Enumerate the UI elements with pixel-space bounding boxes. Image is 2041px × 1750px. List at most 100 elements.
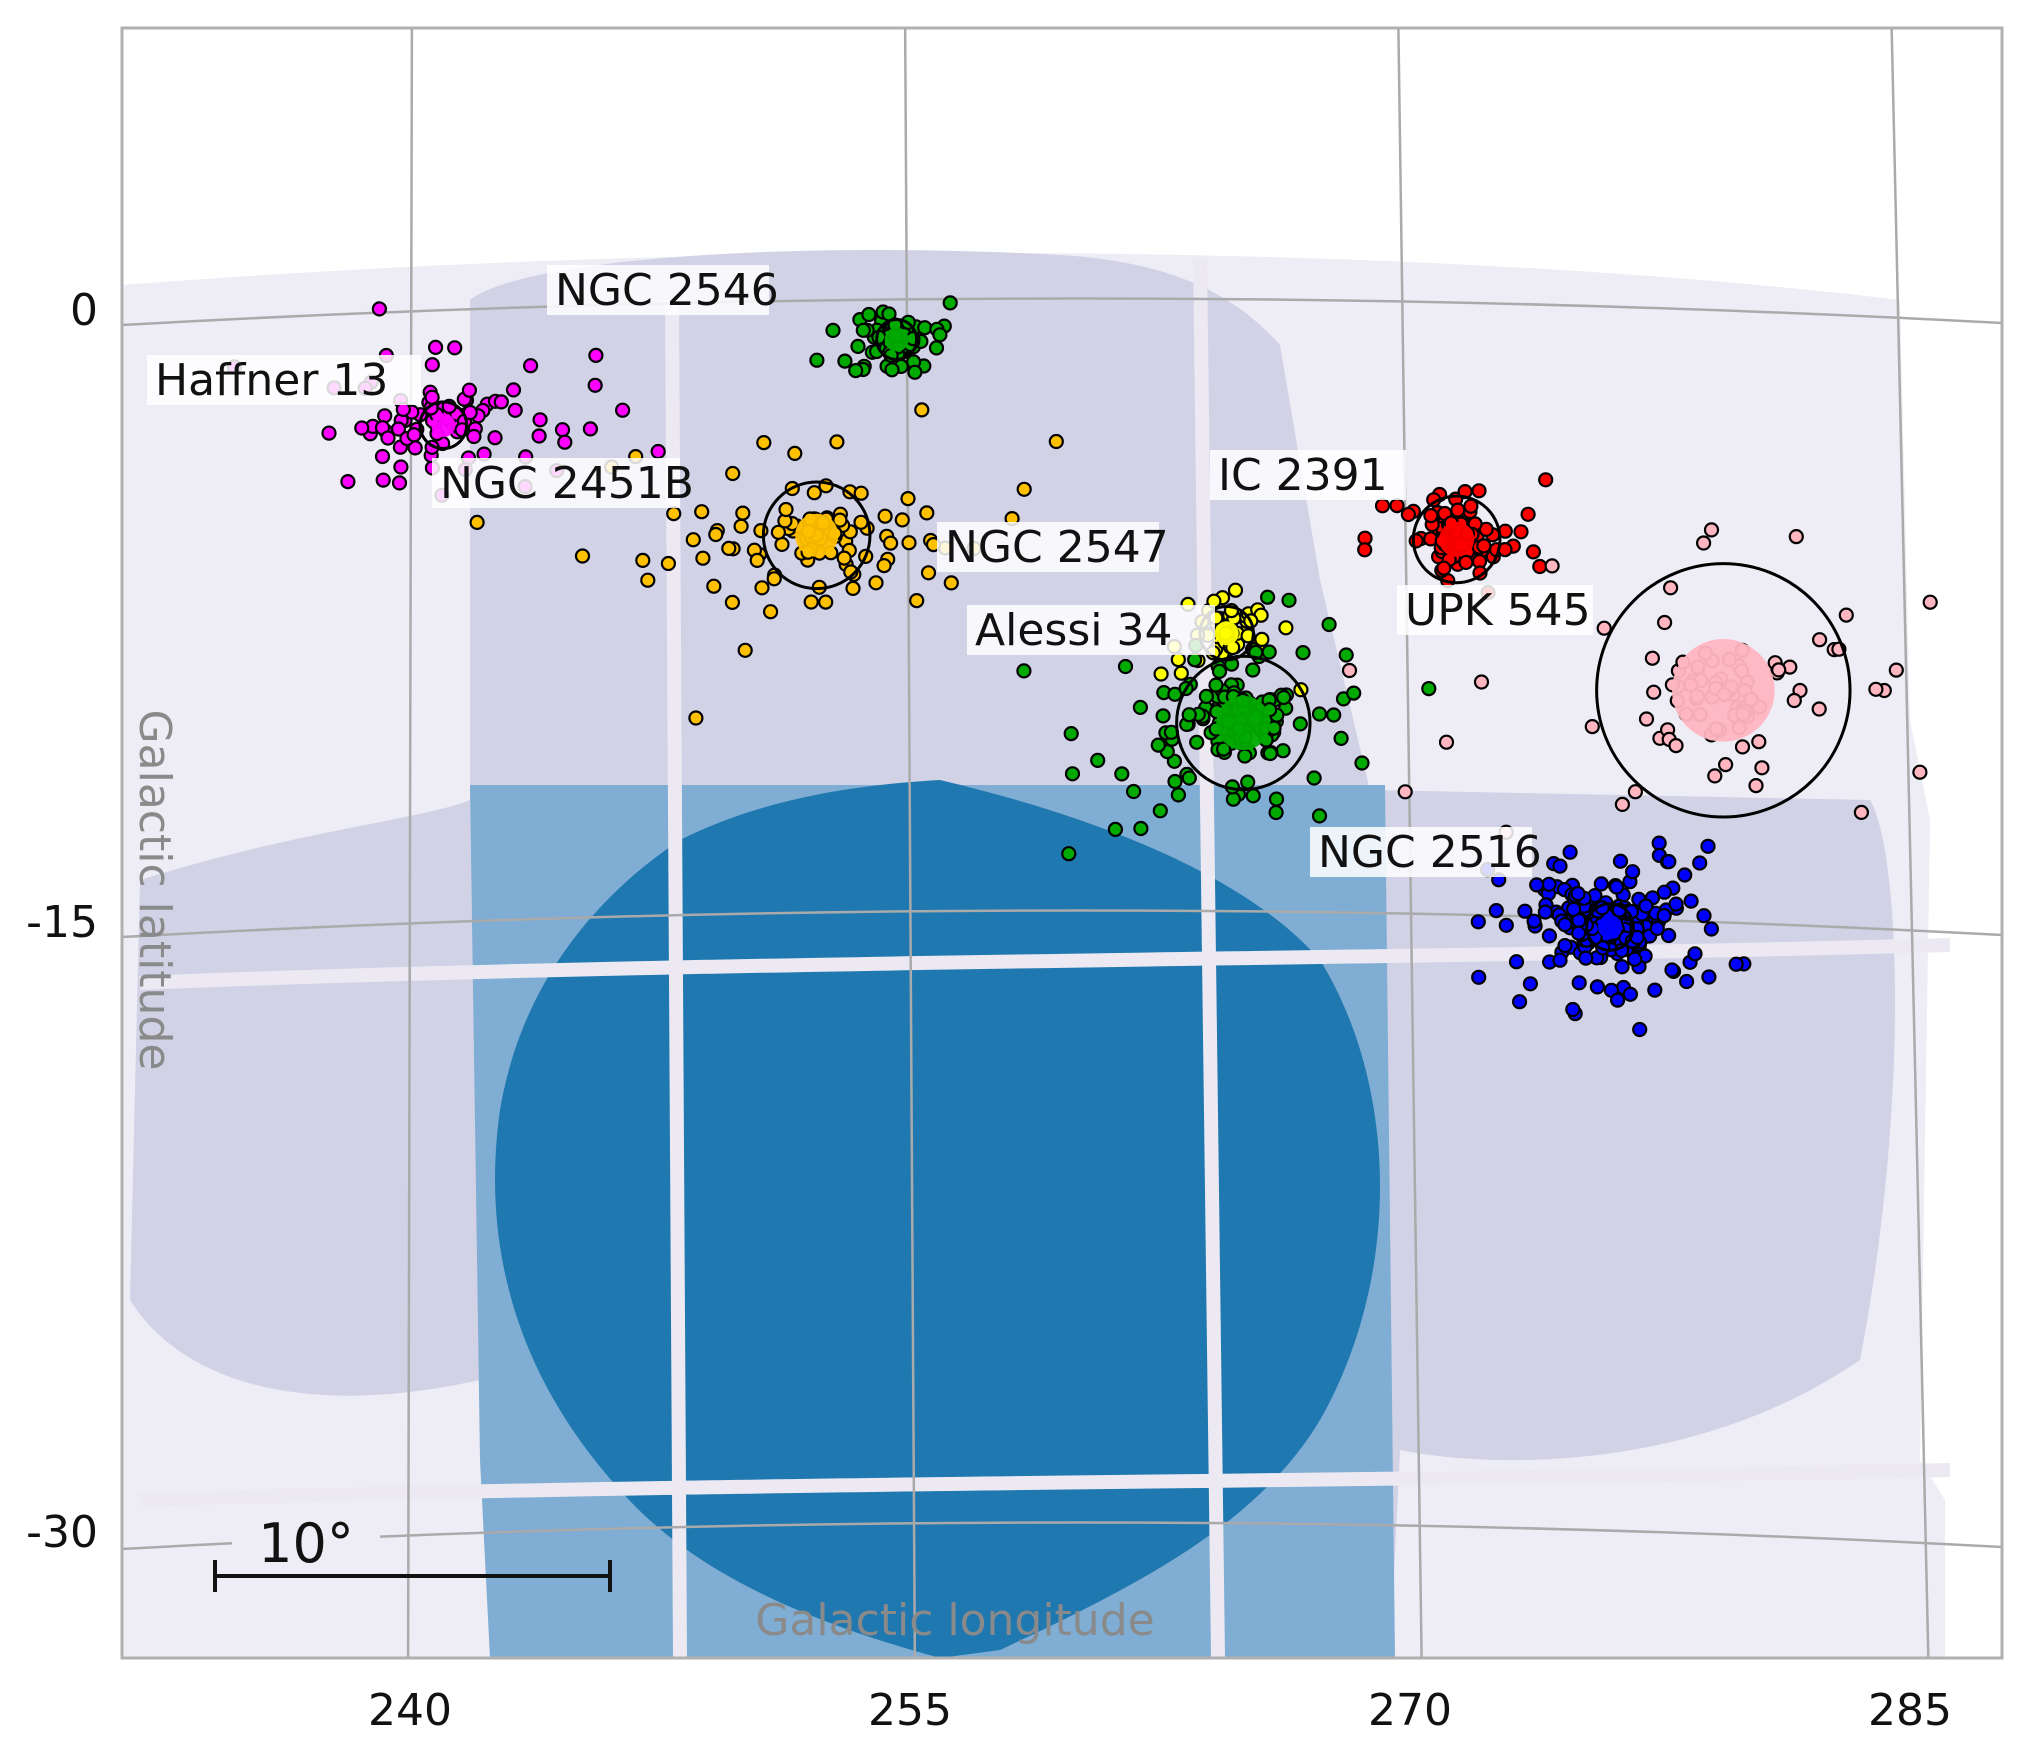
member-point-ngc-2451b <box>695 550 711 566</box>
graticule-meridian-2 <box>1397 28 1423 1658</box>
x-tick-label-3: 285 <box>1868 1685 1952 1736</box>
member-point-alessi-34 <box>1170 787 1187 803</box>
member-point-haffner-13 <box>588 347 604 363</box>
member-point-upk-545 <box>1627 784 1644 800</box>
member-point-upk-545 <box>1922 594 1938 610</box>
cluster-label-bg-alessi-34 <box>967 605 1215 655</box>
member-point-ic-2391 <box>1408 533 1424 549</box>
y-axis-title: Galactic latitude <box>129 710 180 1071</box>
member-point-upk-545 <box>2023 676 2036 689</box>
cluster-label-ic-2391: IC 2391 <box>1218 450 1388 501</box>
member-point-upk-545 <box>1734 739 1751 755</box>
member-point-ic-2391 <box>1458 554 1474 571</box>
member-point-ngc-2516 <box>1660 927 1677 944</box>
member-point-upk-545 <box>1703 522 1720 538</box>
member-point-ngc-2451b <box>877 508 893 524</box>
member-point-alessi-34 <box>1155 708 1171 724</box>
cluster-circle-ngc-2516 <box>1585 902 1635 952</box>
member-point-alessi-34 <box>1152 803 1168 819</box>
member-point-alessi-34 <box>1107 821 1124 838</box>
member-point-ngc-2451b <box>806 485 822 501</box>
member-point-ngc-2516 <box>1529 877 1545 893</box>
member-point-upk-545 <box>1788 528 1804 545</box>
member-point-ngc-2516 <box>1624 864 1641 880</box>
member-point-alessi-34 <box>1281 592 1297 608</box>
member-point-ngc-2451b <box>766 571 782 587</box>
cluster-label-bg-ngc-2547 <box>937 522 1159 572</box>
member-point-ngc-2516 <box>1696 908 1712 924</box>
cluster-label-alessi-34: Alessi 34 <box>975 605 1172 656</box>
member-point-alessi-34 <box>1132 699 1149 716</box>
member-point-alessi-34 <box>1063 725 1079 742</box>
member-point-ngc-2516 <box>1678 973 1695 990</box>
member-point-upk-545 <box>1811 701 1827 717</box>
member-point-ngc-2451b <box>901 535 917 551</box>
member-point-haffner-13 <box>428 339 444 355</box>
member-point-ngc-2451b <box>900 491 916 507</box>
member-point-alessi-34 <box>1061 846 1077 862</box>
graticule-parallel-2 <box>122 1521 2002 1551</box>
member-point-alessi-34 <box>1167 773 1183 790</box>
cluster-core-upk-545 <box>1672 639 1775 742</box>
member-point-ngc-2516 <box>1703 921 1720 937</box>
member-point-alessi-34 <box>1150 737 1166 753</box>
member-point-haffner-13 <box>614 402 631 418</box>
member-point-ngc-2451b <box>914 402 930 418</box>
tile-gap-1 <box>665 299 687 1658</box>
member-point-haffner-13 <box>587 377 603 393</box>
member-point-ngc-2516 <box>1589 979 1606 995</box>
member-point-alessi-34 <box>1211 663 1228 680</box>
member-point-alessi-34 <box>1421 680 1437 697</box>
member-point-ngc-2516 <box>1557 916 1573 933</box>
member-point-alessi-34 <box>1016 663 1032 679</box>
member-point-alessi-34 <box>1346 685 1362 701</box>
member-point-alessi-34 <box>1090 752 1106 769</box>
member-point-upk-545 <box>1544 558 1560 574</box>
member-point-ngc-2546 <box>848 363 864 379</box>
member-point-ngc-2547 <box>1254 631 1270 648</box>
member-point-ngc-2546 <box>932 327 948 343</box>
member-point-upk-545 <box>1646 684 1662 700</box>
member-point-ngc-2451b <box>725 465 741 482</box>
cluster-label-haffner-13: Haffner 13 <box>155 355 388 406</box>
member-point-ngc-2546 <box>907 364 923 380</box>
member-point-alessi-34 <box>1064 766 1081 782</box>
member-point-alessi-34 <box>1215 741 1232 757</box>
member-point-ngc-2516 <box>1651 835 1667 851</box>
member-point-ngc-2516 <box>1649 920 1665 937</box>
member-point-ngc-2451b <box>770 524 787 540</box>
member-point-ngc-2516 <box>1638 898 1654 914</box>
member-point-haffner-13 <box>493 394 509 410</box>
member-point-ngc-2451b <box>818 594 834 610</box>
member-point-ngc-2546 <box>850 338 866 354</box>
member-point-upk-545 <box>1786 692 1802 709</box>
member-point-ngc-2546 <box>809 352 825 368</box>
member-point-alessi-34 <box>1333 730 1349 747</box>
member-point-alessi-34 <box>1181 770 1197 786</box>
member-point-ngc-2451b <box>876 557 892 574</box>
member-point-ic-2391 <box>1471 483 1487 499</box>
member-point-ic-2391 <box>1389 498 1405 514</box>
member-point-ngc-2451b <box>832 512 848 528</box>
member-point-haffner-13 <box>557 434 573 450</box>
member-point-ngc-2451b <box>749 552 765 569</box>
member-point-ngc-2451b <box>845 580 861 597</box>
member-point-ngc-2516 <box>1647 982 1663 998</box>
member-point-ic-2391 <box>1423 507 1439 524</box>
member-point-ngc-2546 <box>884 362 900 378</box>
member-point-ngc-2451b <box>666 505 682 522</box>
member-point-ngc-2516 <box>1677 867 1693 883</box>
member-point-ic-2391 <box>1513 524 1529 540</box>
member-point-upk-545 <box>1644 650 1661 666</box>
member-point-upk-545 <box>1662 580 1679 596</box>
member-point-ngc-2516 <box>1612 853 1629 869</box>
member-point-ngc-2516 <box>1627 951 1643 967</box>
member-point-ngc-2547 <box>1173 665 1189 681</box>
member-point-ngc-2516 <box>1593 876 1609 892</box>
cluster-label-ngc-2451b: NGC 2451B <box>440 458 694 509</box>
cluster-label-bg-ngc-2516 <box>1310 827 1532 877</box>
member-point-ngc-2546 <box>917 320 933 336</box>
graticule-meridian-0 <box>406 28 414 1658</box>
member-point-haffner-13 <box>554 422 571 438</box>
member-point-ngc-2451b <box>919 505 935 521</box>
